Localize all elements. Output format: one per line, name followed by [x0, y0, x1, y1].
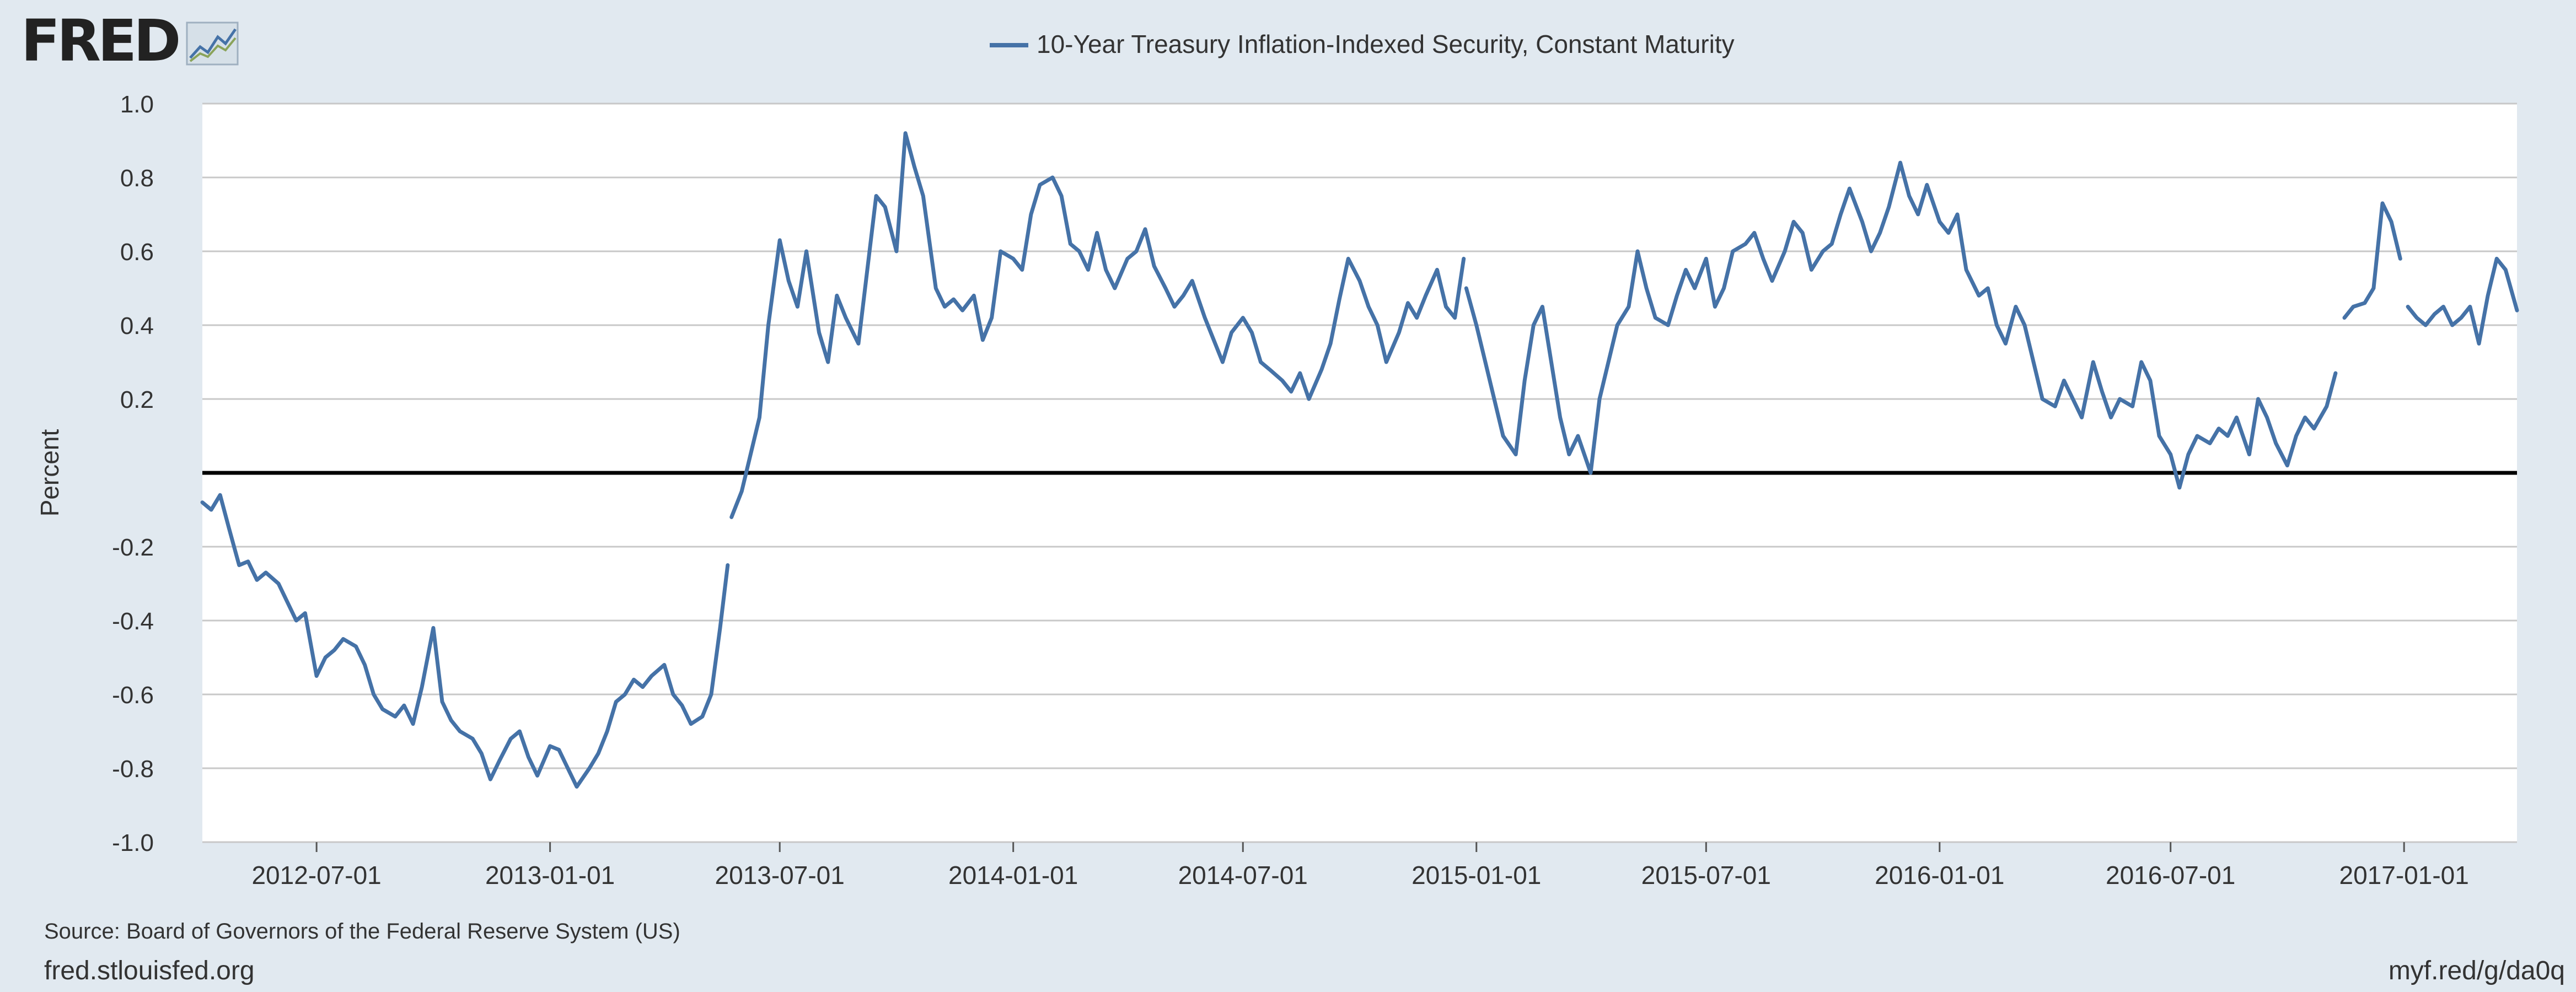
x-tick-label: 2015-01-01 [1412, 861, 1541, 889]
x-tick-label: 2015-07-01 [1641, 861, 1771, 889]
x-tick-label: 2016-07-01 [2106, 861, 2235, 889]
y-tick-label: 0.2 [120, 386, 154, 413]
y-tick-label: 0.4 [120, 312, 154, 339]
x-tick-label: 2014-07-01 [1178, 861, 1308, 889]
y-tick-labels: 1.0 0.8 0.6 0.4 0.2 -0.2 -0.4 -0.6 -0.8 -1.0 [112, 91, 154, 856]
x-tick-label: 2017-01-01 [2339, 861, 2469, 889]
x-tick-label: 2012-07-01 [251, 861, 381, 889]
y-axis-label: Percent [35, 429, 64, 517]
source-note: Source: Board of Governors of the Federa… [44, 919, 680, 944]
series-line-segment [2342, 201, 2402, 320]
fred-logo-text: FRED [21, 7, 181, 74]
site-link[interactable]: fred.stlouisfed.org [44, 956, 255, 985]
series-lines [200, 131, 2519, 789]
x-tick-label: 2013-01-01 [485, 861, 615, 889]
series-line-segment [729, 131, 1466, 519]
y-tick-label: -0.6 [112, 682, 154, 709]
y-tick-label: 1.0 [120, 91, 154, 118]
line-chart-icon [186, 21, 238, 66]
x-tick-label: 2014-01-01 [948, 861, 1078, 889]
legend: 10-Year Treasury Inflation-Indexed Secur… [990, 30, 1735, 58]
x-tick-label: 2016-01-01 [1875, 861, 2004, 889]
series-line-segment [200, 493, 730, 789]
y-tick-label: -0.8 [112, 756, 154, 783]
short-link[interactable]: myf.red/g/da0q [2388, 956, 2565, 985]
y-tick-label: -1.0 [112, 829, 154, 856]
legend-label: 10-Year Treasury Inflation-Indexed Secur… [1037, 30, 1735, 58]
y-tick-label: -0.2 [112, 534, 154, 561]
x-tick-label: 2013-07-01 [715, 861, 845, 889]
y-tick-label: 0.8 [120, 165, 154, 192]
gridlines [202, 103, 2517, 843]
series-line-segment [1464, 160, 2338, 490]
y-tick-label: 0.6 [120, 239, 154, 266]
fred-logo[interactable]: FRED [21, 12, 239, 69]
series-line-segment [2406, 256, 2519, 346]
y-tick-label: -0.4 [112, 608, 154, 635]
x-axis: 2012-07-01 2013-01-01 2013-07-01 2014-01-01… [251, 842, 2469, 889]
